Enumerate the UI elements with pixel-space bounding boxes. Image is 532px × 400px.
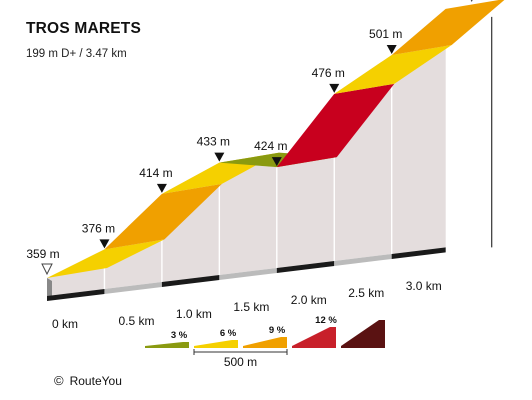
- legend-swatch-2: [243, 337, 287, 348]
- baseline-band-5: [334, 254, 392, 266]
- profile-segment-7: [391, 0, 505, 55]
- profile-segment-6: [334, 44, 452, 94]
- elevation-label-4: 424 m: [254, 139, 287, 153]
- elevation-label-2: 414 m: [139, 166, 172, 180]
- x-tick-label-4: 2.0 km: [291, 293, 327, 307]
- profile-segment-2: [104, 183, 222, 250]
- legend-label-0: 3 %: [171, 330, 188, 341]
- legend-swatch-3: [292, 327, 336, 348]
- start-marker: [41, 263, 53, 276]
- elevation-marker-3: [214, 152, 225, 162]
- profile-segment-1: [47, 239, 165, 278]
- copyright-notice: © RouteYou: [54, 373, 122, 388]
- legend-swatch-0: [145, 342, 189, 348]
- legend-label-3: 12 %: [315, 315, 337, 326]
- elevation-marker-4: [271, 157, 282, 167]
- baseline-band-0: [47, 289, 105, 301]
- elevation-label-3: 433 m: [197, 135, 230, 149]
- copyright-icon: ©: [54, 373, 64, 388]
- baseline-band-6: [391, 247, 446, 259]
- baseline-band-2: [161, 275, 220, 287]
- baseline-band-1: [104, 282, 162, 294]
- elevation-label-5: 476 m: [312, 66, 345, 80]
- legend-swatch-4: [341, 320, 385, 348]
- elevation-marker-1: [99, 239, 110, 249]
- x-tick-label-5: 2.5 km: [348, 286, 384, 300]
- elevation-label-1: 376 m: [82, 221, 115, 235]
- legend-swatch-1: [194, 340, 238, 348]
- end-marker: [470, 0, 473, 2]
- chart-subtitle: 199 m D+ / 3.47 km: [26, 48, 127, 60]
- elevation-label-6: 501 m: [369, 27, 402, 41]
- legend-label-2: 9 %: [269, 325, 286, 336]
- legend-scale-label: 500 m: [224, 355, 257, 369]
- copyright-text: RouteYou: [69, 374, 122, 388]
- chart-title: TROS MARETS: [26, 20, 142, 37]
- elevation-marker-6: [386, 44, 397, 54]
- x-tick-label-0: 0 km: [52, 317, 78, 331]
- x-tick-label-1: 0.5 km: [118, 314, 154, 328]
- elevation-marker-5: [329, 83, 340, 93]
- start-elevation-label: 359 m: [26, 247, 59, 261]
- x-tick-label-6: 3.0 km: [406, 279, 442, 293]
- baseline-band-4: [276, 261, 335, 273]
- profile-start-cap: [47, 278, 52, 299]
- baseline-band-3: [219, 268, 277, 280]
- legend-label-1: 6 %: [220, 328, 237, 339]
- x-tick-label-3: 1.5 km: [233, 300, 269, 314]
- profile-segment-5: [276, 83, 395, 168]
- elevation-marker-2: [156, 183, 167, 193]
- x-tick-label-2: 1.0 km: [176, 307, 212, 321]
